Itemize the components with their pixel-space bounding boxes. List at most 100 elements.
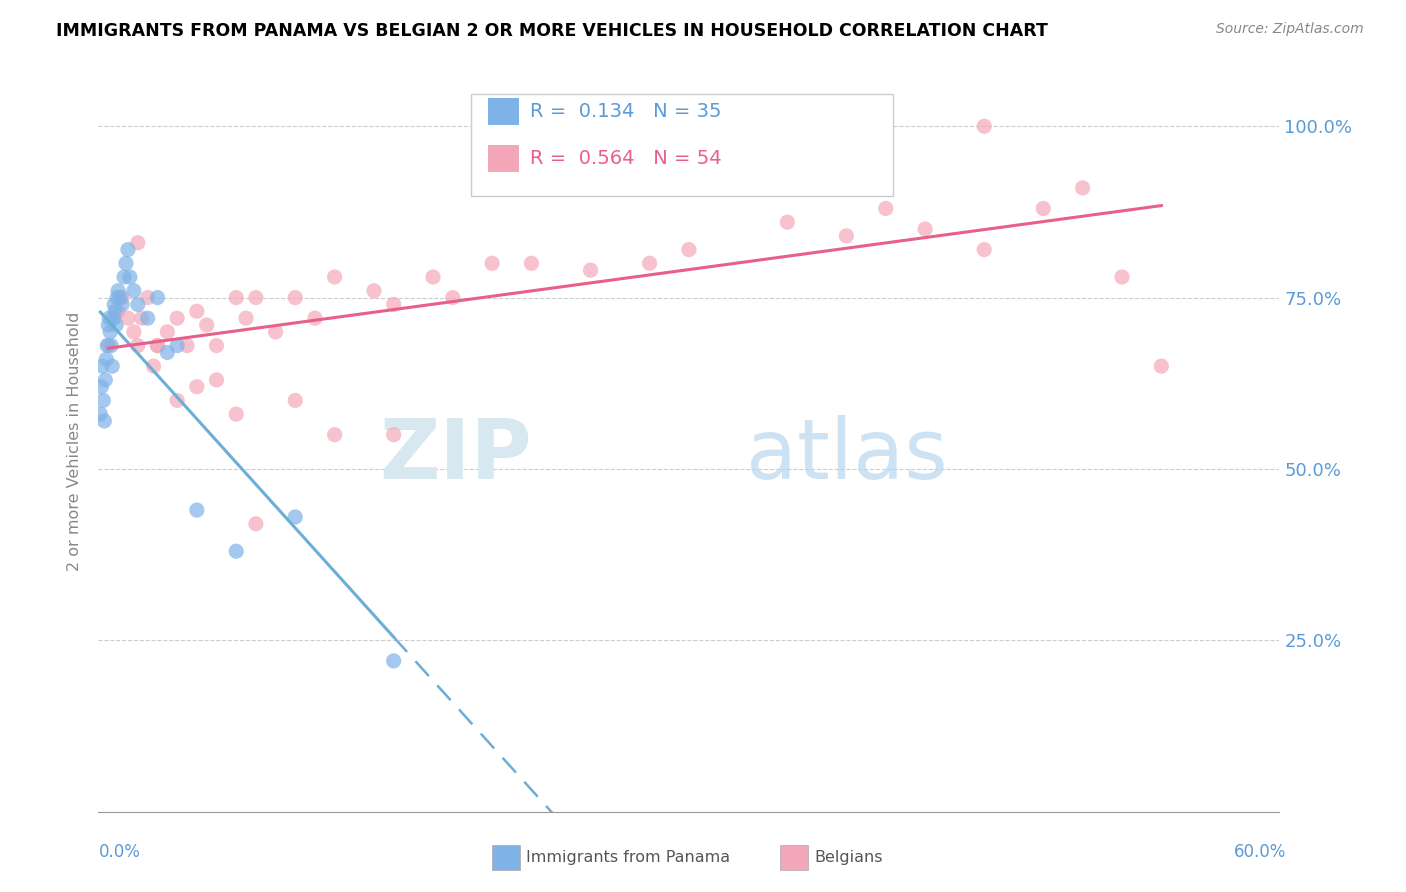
Point: [96, 352, 118, 367]
Point: [264, 325, 287, 339]
Point: [94, 373, 117, 387]
Point: [382, 654, 405, 668]
Point: [156, 345, 179, 359]
Point: [1111, 270, 1133, 285]
Point: [107, 304, 129, 318]
Text: Belgians: Belgians: [814, 850, 883, 864]
Point: [973, 119, 995, 133]
Point: [235, 311, 257, 326]
Point: [93, 393, 115, 408]
Point: [90, 380, 112, 394]
Text: Source: ZipAtlas.com: Source: ZipAtlas.com: [1216, 22, 1364, 37]
Point: [98, 311, 121, 326]
Point: [176, 338, 198, 352]
Point: [579, 263, 602, 277]
Point: [166, 338, 188, 352]
Point: [520, 256, 543, 270]
Point: [105, 318, 128, 332]
Point: [127, 297, 149, 311]
Point: [225, 291, 247, 305]
Point: [382, 427, 405, 442]
Point: [284, 393, 307, 408]
Point: [93, 414, 115, 428]
Point: [363, 284, 385, 298]
Text: 60.0%: 60.0%: [1234, 843, 1286, 861]
Point: [111, 297, 134, 311]
Text: atlas: atlas: [745, 415, 948, 496]
Point: [225, 407, 247, 421]
Point: [89, 407, 111, 421]
Point: [146, 338, 169, 352]
Point: [117, 243, 139, 257]
Text: IMMIGRANTS FROM PANAMA VS BELGIAN 2 OR MORE VEHICLES IN HOUSEHOLD CORRELATION CH: IMMIGRANTS FROM PANAMA VS BELGIAN 2 OR M…: [56, 22, 1047, 40]
Point: [1071, 181, 1094, 195]
Point: [103, 311, 125, 326]
Point: [776, 119, 799, 133]
Point: [104, 304, 127, 318]
Y-axis label: 2 or more Vehicles in Household: 2 or more Vehicles in Household: [67, 312, 83, 571]
Point: [156, 325, 179, 339]
Point: [875, 202, 897, 216]
Point: [638, 256, 661, 270]
Point: [835, 228, 858, 243]
Point: [166, 311, 188, 326]
Point: [1032, 202, 1054, 216]
Point: [1150, 359, 1173, 373]
Point: [195, 318, 218, 332]
Point: [122, 325, 145, 339]
Point: [304, 311, 326, 326]
Point: [146, 338, 169, 352]
Point: [142, 359, 165, 373]
Point: [108, 291, 131, 305]
Point: [117, 311, 139, 326]
Point: [481, 256, 503, 270]
Point: [166, 393, 188, 408]
Point: [678, 243, 700, 257]
Point: [91, 359, 114, 373]
Point: [205, 373, 228, 387]
Point: [97, 318, 120, 332]
Point: [914, 222, 936, 236]
Text: ZIP: ZIP: [380, 415, 531, 496]
Text: 0.0%: 0.0%: [98, 843, 141, 861]
Point: [186, 503, 208, 517]
Text: R =  0.564   N = 54: R = 0.564 N = 54: [530, 149, 721, 169]
Text: Immigrants from Panama: Immigrants from Panama: [526, 850, 730, 864]
Point: [186, 380, 208, 394]
Point: [107, 284, 129, 298]
Point: [136, 291, 159, 305]
Point: [323, 427, 346, 442]
Point: [127, 338, 149, 352]
Point: [973, 243, 995, 257]
Point: [146, 291, 169, 305]
Point: [118, 270, 141, 285]
Point: [776, 215, 799, 229]
Point: [245, 291, 267, 305]
Point: [127, 235, 149, 250]
Point: [122, 284, 145, 298]
Point: [205, 338, 228, 352]
Point: [105, 291, 128, 305]
Point: [136, 311, 159, 326]
Text: R =  0.134   N = 35: R = 0.134 N = 35: [530, 102, 721, 121]
Point: [112, 270, 135, 285]
Point: [103, 311, 125, 326]
Point: [111, 291, 134, 305]
Point: [441, 291, 464, 305]
Point: [186, 304, 208, 318]
Point: [96, 338, 118, 352]
Point: [103, 297, 125, 311]
Point: [100, 338, 122, 352]
Point: [131, 311, 153, 326]
Point: [382, 297, 405, 311]
Point: [284, 510, 307, 524]
Point: [101, 359, 124, 373]
Point: [225, 544, 247, 558]
Point: [422, 270, 444, 285]
Point: [284, 291, 307, 305]
Point: [98, 325, 121, 339]
Point: [245, 516, 267, 531]
Point: [115, 256, 138, 270]
Point: [97, 338, 120, 352]
Point: [323, 270, 346, 285]
